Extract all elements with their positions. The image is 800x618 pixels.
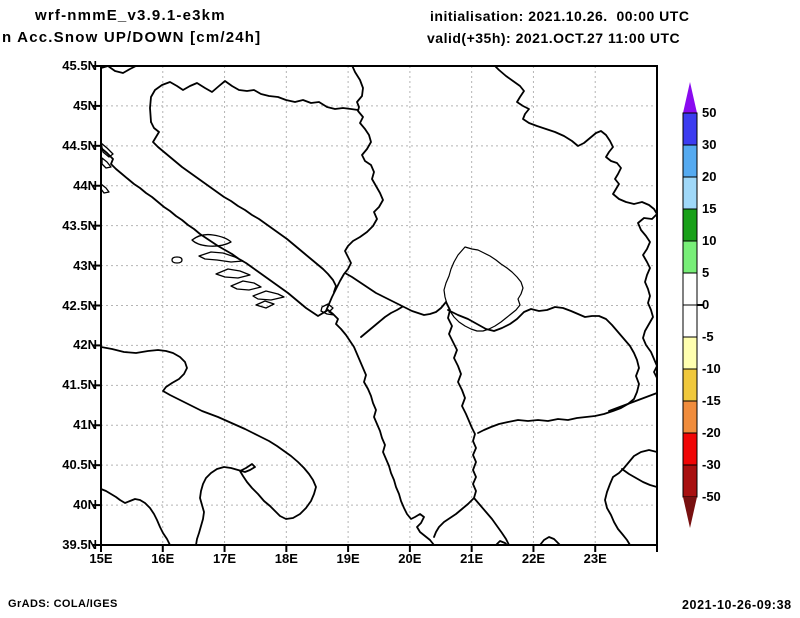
lon-tick-label: 23E	[583, 551, 607, 566]
border-danube-drina	[325, 66, 384, 312]
lat-tick-label: 45.5N	[62, 58, 97, 73]
colorbar-tick-label: 0	[702, 297, 710, 312]
lon-tick-label: 17E	[212, 551, 237, 566]
colorbar-tick-label: 20	[702, 169, 717, 184]
colorbar-tick-label: -30	[702, 457, 721, 472]
lon-tick-label: 19E	[336, 551, 360, 566]
map-frame-and-ticks	[93, 65, 658, 552]
coastline-dalmatia-albania	[101, 147, 435, 545]
lat-tick-label: 39.5N	[62, 537, 97, 552]
coastline-italy-tyrrhenian	[101, 488, 171, 545]
product-title: n Acc.Snow UP/DOWN [cm/24h]	[2, 29, 262, 46]
colorbar-tick-label: -50	[702, 489, 721, 504]
border-croatia-bosnia	[150, 121, 337, 293]
creation-timestamp: 2021-10-26-09:38	[682, 598, 792, 612]
lat-tick-label: 40N	[73, 497, 97, 513]
colorbar-tick-label: 15	[702, 201, 717, 216]
colorbar-tick-label: 50	[702, 105, 717, 120]
coastline-kotor-bay	[320, 303, 335, 316]
lon-tick-label: 22E	[521, 551, 545, 566]
lat-tick-label: 41.5N	[62, 377, 97, 393]
lat-tick-label: 42N	[73, 337, 97, 353]
colorbar-tick-label: 30	[702, 137, 717, 152]
island-mljet	[255, 300, 275, 309]
coastline-bottom-bump-1	[539, 536, 561, 545]
coastline-greece-northeast	[604, 449, 657, 545]
lat-tick-label: 41N	[73, 417, 97, 433]
border-montenegro-albania	[360, 306, 403, 338]
lon-tick-label: 21E	[460, 551, 484, 566]
border-croatia-north	[149, 80, 359, 123]
border-macedonia	[447, 306, 640, 434]
model-title: wrf-nmmE_v3.9.1-e3km	[35, 7, 226, 24]
lon-tick-label: 16E	[151, 551, 175, 566]
colorbar-tick-label: -15	[702, 393, 721, 408]
colorbar-tick-label: -10	[702, 361, 721, 376]
border-albania-east	[433, 301, 477, 538]
island-korcula	[252, 290, 285, 301]
init-time-label: initialisation: 2021.10.26. 00:00 UTC	[430, 8, 690, 24]
border-kosovo	[443, 246, 524, 332]
coastline-greece-fork	[621, 468, 657, 488]
colorbar-tick-label: -5	[702, 329, 714, 344]
border-montenegro-serbia	[344, 272, 447, 316]
lat-tick-label: 42.5N	[62, 297, 97, 313]
lat-tick-label: 45N	[73, 97, 97, 113]
lat-tick-label: 44.5N	[62, 137, 97, 153]
border-bulgaria-greece	[608, 392, 657, 412]
coastline-italy-adriatic	[101, 346, 317, 545]
lat-tick-label: 40.5N	[62, 457, 97, 473]
island-losinj	[101, 183, 110, 194]
island-pasman	[198, 251, 244, 263]
colorbar-tick-label: -20	[702, 425, 721, 440]
colorbar-tick-label: 5	[702, 265, 710, 280]
island-hvar	[230, 280, 262, 291]
island-small-oval	[171, 256, 183, 264]
lon-tick-label: 15E	[89, 551, 113, 566]
colorbar	[682, 82, 703, 528]
island-kvarner-1	[101, 142, 114, 158]
lon-tick-label: 18E	[274, 551, 298, 566]
lon-tick-label: 20E	[398, 551, 422, 566]
lat-tick-label: 43.5N	[62, 217, 97, 233]
border-serbia-east	[493, 66, 657, 379]
lat-tick-label: 44N	[73, 177, 97, 193]
island-brac	[215, 268, 251, 279]
colorbar-tick-label: 10	[702, 233, 717, 248]
lat-tick-label: 43N	[73, 257, 97, 273]
coastline-greece-west	[473, 497, 510, 545]
grads-credit: GrADS: COLA/IGES	[8, 598, 118, 610]
island-dugi-otok	[191, 233, 232, 247]
map-outlines	[101, 66, 657, 545]
valid-time-label: valid(+35h): 2021.OCT.27 11:00 UTC	[427, 30, 681, 46]
